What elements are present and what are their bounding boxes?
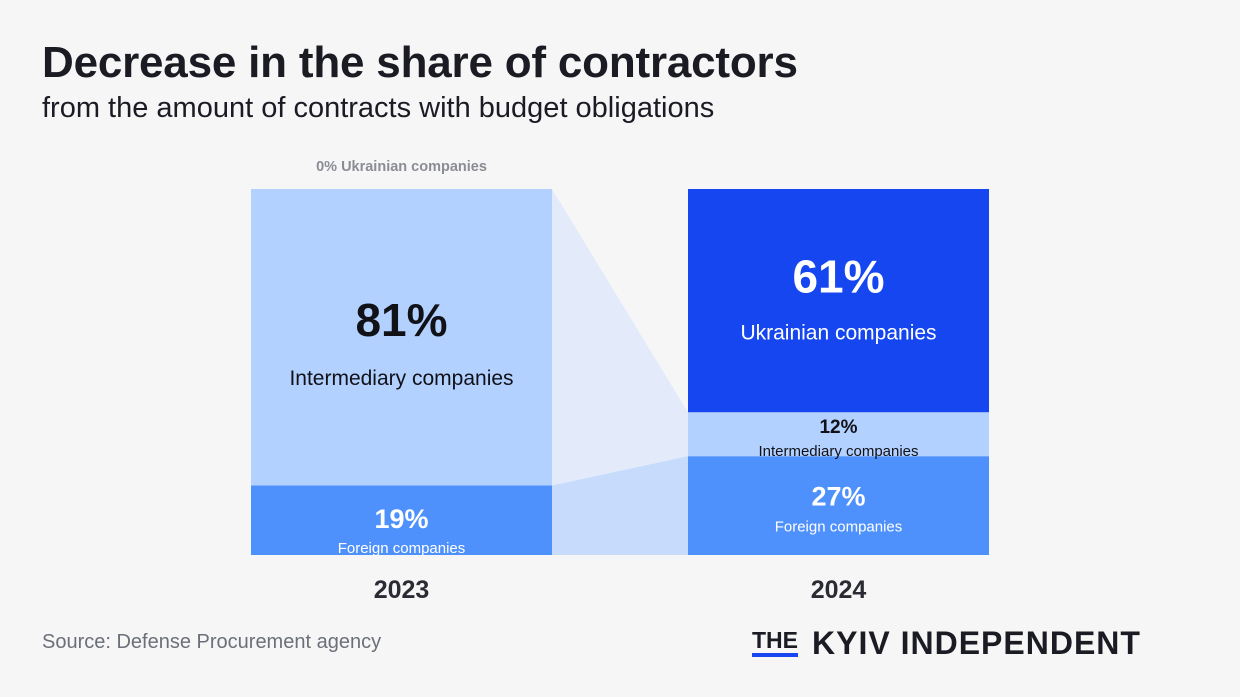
label-2023-ukrainian: 0% Ukrainian companies [316, 159, 487, 175]
logo-the: THE [752, 628, 798, 657]
category-label-2023: 2023 [374, 576, 430, 604]
value-2024-ukrainian: 61% [792, 251, 884, 303]
logo-name: KYIV INDEPENDENT [812, 625, 1141, 661]
name-2023-foreign: Foreign companies [338, 540, 466, 557]
chart-subtitle: from the amount of contracts with budget… [42, 92, 715, 124]
value-2024-intermediary: 12% [819, 417, 857, 438]
value-2024-foreign: 27% [811, 482, 865, 512]
value-2023-foreign: 19% [374, 504, 428, 534]
bar-2023-foreign-companies [251, 485, 552, 555]
bar-2024-foreign-companies [688, 456, 989, 555]
name-2024-foreign: Foreign companies [775, 519, 903, 536]
bar-2023-intermediary-companies [251, 189, 552, 486]
name-2023-intermediary: Intermediary companies [289, 367, 513, 390]
bar-2024-ukrainian-companies [688, 189, 989, 413]
category-label-2024: 2024 [811, 576, 867, 604]
source-note: Source: Defense Procurement agency [42, 631, 382, 653]
connector-intermediary-companies [552, 189, 688, 486]
bar-2024-intermediary-companies [688, 412, 989, 457]
name-2024-ukrainian: Ukrainian companies [740, 322, 936, 345]
name-2024-intermediary: Intermediary companies [758, 443, 918, 460]
value-2023-intermediary: 81% [355, 294, 447, 346]
kyiv-independent-logo: THE KYIV INDEPENDENT [752, 624, 1141, 664]
connector-foreign-companies [552, 456, 688, 555]
chart-title: Decrease in the share of contractors [42, 38, 798, 87]
